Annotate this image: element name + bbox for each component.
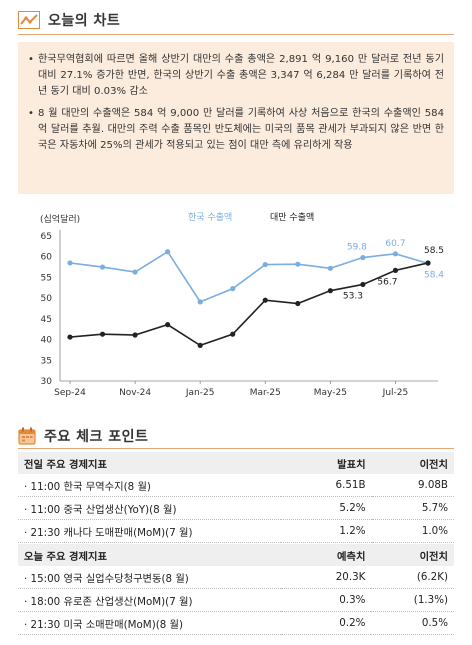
section-divider: [18, 448, 454, 449]
actual-value: 1.2%: [281, 519, 372, 543]
actual-value: 5.2%: [281, 496, 372, 520]
data-label: 60.7: [385, 239, 405, 249]
table-row: · 21:30 캐나다 도매판매(MoM)(7 월) 1.2% 1.0%: [18, 519, 454, 543]
data-point-taiwan: [360, 281, 366, 288]
previous-indicators-table: 전일 주요 경제지표 발표치 이전치 · 11:00 한국 무역수지(8 월) …: [18, 452, 454, 543]
column-header: 발표치: [281, 452, 372, 474]
indicator-name: · 15:00 영국 실업수당청구변동(8 월): [18, 566, 282, 589]
y-tick-label: 60: [41, 253, 53, 263]
previous-value: (6.2K): [371, 566, 454, 589]
data-point-korea: [99, 264, 106, 270]
data-point-korea: [295, 261, 301, 267]
data-point-korea: [230, 286, 236, 292]
data-point-korea: [360, 254, 366, 261]
y-tick-label: 45: [41, 315, 52, 325]
forecast-value: 0.2%: [281, 611, 372, 635]
series-line-taiwan: [69, 262, 429, 347]
x-tick-label: Jan-25: [185, 388, 215, 398]
legend-entry-korea: 한국 수출액: [188, 211, 232, 223]
x-tick-label: Jul-25: [382, 388, 409, 398]
x-tick-label: Nov-24: [119, 388, 151, 398]
previous-value: 9.08B: [371, 474, 454, 497]
data-point-taiwan: [295, 300, 301, 307]
data-point-taiwan: [327, 288, 333, 294]
x-tick-label: May-25: [314, 388, 347, 398]
export-line-chart: (십억달러) 한국 수출액 대만 수출액 30 35 40 45 50 55 60 65 Sep-24…: [18, 206, 454, 406]
summary-item: 8 월 대만의 수출액은 584 억 9,000 만 달러를 기록하여 사상 처…: [28, 106, 444, 154]
data-point-taiwan: [132, 332, 138, 338]
data-point-korea: [197, 299, 203, 305]
column-header: 이전치: [371, 452, 454, 474]
table-header-row: 전일 주요 경제지표 발표치 이전치: [18, 452, 454, 474]
y-tick-label: 50: [41, 294, 53, 304]
forecast-value: 0.3%: [281, 588, 372, 612]
y-axis-label: (십억달러): [40, 213, 80, 225]
actual-value: 6.51B: [281, 474, 372, 497]
indicator-name: · 11:00 한국 무역수지(8 월): [18, 474, 282, 497]
column-header: 전일 주요 경제지표: [18, 452, 282, 474]
calendar-icon: [18, 427, 36, 445]
table-row: · 11:00 한국 무역수지(8 월) 6.51B 9.08B: [18, 474, 454, 497]
data-point-korea: [262, 261, 268, 268]
data-point-korea: [392, 251, 399, 257]
y-tick-label: 65: [41, 232, 52, 242]
x-tick-label: Sep-24: [54, 388, 86, 398]
data-point-korea: [67, 260, 73, 266]
data-point-korea: [165, 249, 171, 255]
column-header: 이전치: [371, 544, 454, 566]
column-header: 오늘 주요 경제지표: [18, 544, 282, 566]
series-line-korea: [69, 250, 429, 303]
column-header: 예측치: [281, 544, 372, 566]
summary-box: 한국무역협회에 따르면 올해 상반기 대만의 수출 총액은 2,891 억 9,…: [18, 42, 454, 194]
data-point-taiwan: [67, 334, 73, 340]
indicator-name: · 21:30 미국 소매판매(MoM)(8 월): [18, 611, 282, 635]
data-label: 58.4: [424, 270, 444, 280]
section-header-chart: 오늘의 차트: [18, 10, 120, 30]
y-tick-label: 35: [41, 356, 52, 366]
section-title-checkpoints: 주요 체크 포인트: [44, 429, 149, 445]
x-tick-label: Mar-25: [250, 388, 281, 398]
data-point-taiwan: [99, 331, 106, 337]
data-point-taiwan: [425, 260, 431, 266]
data-point-taiwan: [197, 342, 203, 348]
y-tick-label: 40: [41, 336, 53, 346]
table-row: · 21:30 미국 소매판매(MoM)(8 월) 0.2% 0.5%: [18, 611, 454, 635]
data-point-korea: [132, 269, 138, 275]
previous-value: 5.7%: [371, 496, 454, 520]
forecast-value: 20.3K: [281, 566, 372, 589]
section-divider: [18, 34, 454, 35]
y-tick-label: 55: [41, 273, 52, 283]
section-title-chart: 오늘의 차트: [48, 13, 121, 29]
data-point-korea: [327, 265, 333, 271]
line-chart-icon: [18, 11, 40, 29]
table-row: · 18:00 유로존 산업생산(MoM)(7 월) 0.3% (1.3%): [18, 588, 454, 612]
data-label: 58.5: [424, 246, 444, 256]
previous-value: (1.3%): [371, 588, 454, 612]
data-point-taiwan: [392, 267, 399, 273]
data-label: 56.7: [377, 277, 397, 287]
table-row: · 11:00 중국 산업생산(YoY)(8 월) 5.2% 5.7%: [18, 496, 454, 520]
previous-value: 1.0%: [371, 519, 454, 543]
data-point-taiwan: [165, 322, 171, 328]
summary-item: 한국무역협회에 따르면 올해 상반기 대만의 수출 총액은 2,891 억 9,…: [28, 52, 444, 100]
legend-entry-taiwan: 대만 수출액: [270, 211, 314, 223]
indicator-name: · 18:00 유로존 산업생산(MoM)(7 월): [18, 588, 282, 612]
data-point-taiwan: [230, 331, 236, 337]
data-label: 53.3: [343, 291, 363, 301]
today-indicators-table: 오늘 주요 경제지표 예측치 이전치 · 15:00 영국 실업수당청구변동(8…: [18, 544, 454, 635]
indicator-name: · 21:30 캐나다 도매판매(MoM)(7 월): [18, 519, 282, 543]
data-label: 59.8: [347, 243, 367, 253]
data-point-taiwan: [262, 297, 268, 303]
table-header-row: 오늘 주요 경제지표 예측치 이전치: [18, 544, 454, 566]
y-tick-label: 30: [41, 377, 53, 387]
indicator-name: · 11:00 중국 산업생산(YoY)(8 월): [18, 496, 282, 520]
section-header-checkpoints: 주요 체크 포인트: [18, 426, 148, 446]
chart-background: [18, 206, 454, 406]
previous-value: 0.5%: [371, 611, 454, 635]
table-row: · 15:00 영국 실업수당청구변동(8 월) 20.3K (6.2K): [18, 566, 454, 589]
